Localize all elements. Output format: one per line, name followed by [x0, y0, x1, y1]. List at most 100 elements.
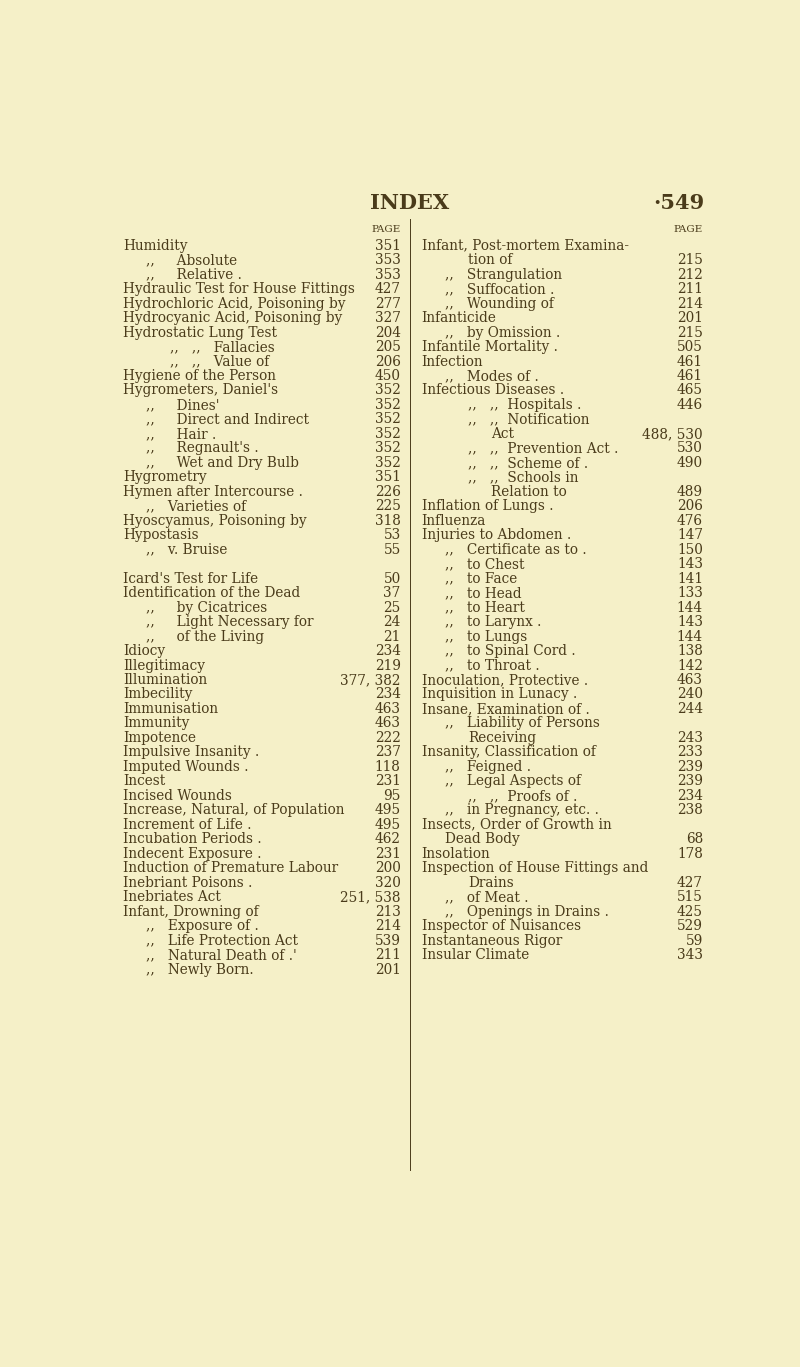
Text: 226: 226: [375, 485, 401, 499]
Text: PAGE: PAGE: [674, 224, 703, 234]
Text: Infection: Infection: [422, 354, 483, 369]
Text: ,,     Regnault's .: ,, Regnault's .: [146, 442, 259, 455]
Text: Relation to: Relation to: [491, 485, 567, 499]
Text: 463: 463: [374, 716, 401, 730]
Text: 138: 138: [677, 644, 703, 658]
Text: Imbecility: Imbecility: [123, 688, 193, 701]
Text: 377, 382: 377, 382: [340, 673, 401, 688]
Text: ,,   Strangulation: ,, Strangulation: [445, 268, 562, 282]
Text: 21: 21: [383, 630, 401, 644]
Text: 495: 495: [374, 817, 401, 831]
Text: 234: 234: [374, 688, 401, 701]
Text: 251, 538: 251, 538: [340, 890, 401, 904]
Text: Infant, Drowning of: Infant, Drowning of: [123, 905, 259, 919]
Text: 201: 201: [677, 312, 703, 325]
Text: 233: 233: [677, 745, 703, 760]
Text: 219: 219: [374, 659, 401, 673]
Text: Illumination: Illumination: [123, 673, 207, 688]
Text: ,,   ,,  Proofs of .: ,, ,, Proofs of .: [468, 789, 578, 802]
Text: ,,   Newly Born.: ,, Newly Born.: [146, 962, 254, 976]
Text: ,,   Certificate as to .: ,, Certificate as to .: [445, 543, 586, 556]
Text: 352: 352: [375, 455, 401, 470]
Text: 141: 141: [677, 571, 703, 585]
Text: 68: 68: [686, 833, 703, 846]
Text: 320: 320: [375, 876, 401, 890]
Text: 446: 446: [677, 398, 703, 411]
Text: Hygrometry: Hygrometry: [123, 470, 207, 484]
Text: 37: 37: [383, 586, 401, 600]
Text: 505: 505: [677, 340, 703, 354]
Text: Incubation Periods .: Incubation Periods .: [123, 833, 262, 846]
Text: 59: 59: [686, 934, 703, 947]
Text: ,,     by Cicatrices: ,, by Cicatrices: [146, 600, 268, 615]
Text: 240: 240: [677, 688, 703, 701]
Text: ,,   ,,  Scheme of .: ,, ,, Scheme of .: [468, 455, 588, 470]
Text: Hygiene of the Person: Hygiene of the Person: [123, 369, 276, 383]
Text: 462: 462: [374, 833, 401, 846]
Text: Hyoscyamus, Poisoning by: Hyoscyamus, Poisoning by: [123, 514, 307, 528]
Text: Hydrostatic Lung Test: Hydrostatic Lung Test: [123, 325, 278, 339]
Text: ,,   ,,  Prevention Act .: ,, ,, Prevention Act .: [468, 442, 618, 455]
Text: Impulsive Insanity .: Impulsive Insanity .: [123, 745, 259, 760]
Text: 234: 234: [677, 789, 703, 802]
Text: ,,   Openings in Drains .: ,, Openings in Drains .: [445, 905, 609, 919]
Text: ,,   in Pregnancy, etc. .: ,, in Pregnancy, etc. .: [445, 804, 598, 817]
Text: Influenza: Influenza: [422, 514, 486, 528]
Text: ,,   v. Bruise: ,, v. Bruise: [146, 543, 228, 556]
Text: 215: 215: [677, 253, 703, 267]
Text: Hypostasis: Hypostasis: [123, 528, 199, 543]
Text: 200: 200: [375, 861, 401, 875]
Text: ,,   Legal Aspects of: ,, Legal Aspects of: [445, 774, 581, 789]
Text: 352: 352: [375, 398, 401, 411]
Text: 214: 214: [374, 919, 401, 934]
Text: 144: 144: [677, 600, 703, 615]
Text: ,,   of Meat .: ,, of Meat .: [445, 890, 528, 904]
Text: 55: 55: [383, 543, 401, 556]
Text: ,,     of the Living: ,, of the Living: [146, 630, 265, 644]
Text: 212: 212: [677, 268, 703, 282]
Text: 343: 343: [677, 949, 703, 962]
Text: 530: 530: [677, 442, 703, 455]
Text: ,,   to Chest: ,, to Chest: [445, 558, 524, 571]
Text: 144: 144: [677, 630, 703, 644]
Text: Hydrochloric Acid, Poisoning by: Hydrochloric Acid, Poisoning by: [123, 297, 346, 310]
Text: 243: 243: [677, 731, 703, 745]
Text: 143: 143: [677, 615, 703, 629]
Text: ,,   ,,   Fallacies: ,, ,, Fallacies: [170, 340, 274, 354]
Text: ,,   Wounding of: ,, Wounding of: [445, 297, 554, 310]
Text: 211: 211: [677, 282, 703, 297]
Text: Identification of the Dead: Identification of the Dead: [123, 586, 301, 600]
Text: 463: 463: [677, 673, 703, 688]
Text: 450: 450: [374, 369, 401, 383]
Text: 353: 353: [375, 268, 401, 282]
Text: 206: 206: [677, 499, 703, 513]
Text: Receiving: Receiving: [468, 731, 536, 745]
Text: Dead Body: Dead Body: [445, 833, 520, 846]
Text: 495: 495: [374, 804, 401, 817]
Text: Injuries to Abdomen .: Injuries to Abdomen .: [422, 528, 571, 543]
Text: Infanticide: Infanticide: [422, 312, 497, 325]
Text: 529: 529: [677, 919, 703, 934]
Text: Induction of Premature Labour: Induction of Premature Labour: [123, 861, 338, 875]
Text: 222: 222: [375, 731, 401, 745]
Text: ,,   Varieties of: ,, Varieties of: [146, 499, 246, 513]
Text: 205: 205: [375, 340, 401, 354]
Text: 465: 465: [677, 384, 703, 398]
Text: Instantaneous Rigor: Instantaneous Rigor: [422, 934, 562, 947]
Text: Imputed Wounds .: Imputed Wounds .: [123, 760, 249, 774]
Text: 244: 244: [677, 703, 703, 716]
Text: ,,   Exposure of .: ,, Exposure of .: [146, 919, 259, 934]
Text: ,,   Liability of Persons: ,, Liability of Persons: [445, 716, 600, 730]
Text: Inebriant Poisons .: Inebriant Poisons .: [123, 876, 253, 890]
Text: 231: 231: [375, 846, 401, 861]
Text: 277: 277: [375, 297, 401, 310]
Text: 327: 327: [375, 312, 401, 325]
Text: Inquisition in Lunacy .: Inquisition in Lunacy .: [422, 688, 577, 701]
Text: ,,   ,,  Notification: ,, ,, Notification: [468, 413, 590, 427]
Text: Act: Act: [491, 427, 514, 442]
Text: ,,     Wet and Dry Bulb: ,, Wet and Dry Bulb: [146, 455, 299, 470]
Text: 143: 143: [677, 558, 703, 571]
Text: ,,     Absolute: ,, Absolute: [146, 253, 238, 267]
Text: Idiocy: Idiocy: [123, 644, 166, 658]
Text: ,,   to Throat .: ,, to Throat .: [445, 659, 539, 673]
